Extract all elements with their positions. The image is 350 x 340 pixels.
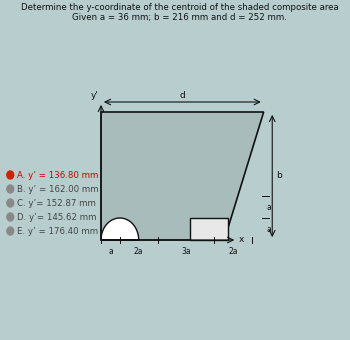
Text: a: a xyxy=(108,247,113,256)
Text: B. y’ = 162.00 mm: B. y’ = 162.00 mm xyxy=(17,185,99,193)
Text: 2a: 2a xyxy=(134,247,144,256)
Text: a: a xyxy=(266,203,271,211)
Text: a: a xyxy=(266,224,271,234)
Text: d: d xyxy=(180,91,185,100)
Text: A. y’ = 136.80 mm: A. y’ = 136.80 mm xyxy=(17,170,98,180)
Circle shape xyxy=(7,199,14,207)
Circle shape xyxy=(7,213,14,221)
Text: b: b xyxy=(276,171,281,181)
Text: D. y’= 145.62 mm: D. y’= 145.62 mm xyxy=(17,212,97,221)
Text: C. y’= 152.87 mm: C. y’= 152.87 mm xyxy=(17,199,96,207)
Polygon shape xyxy=(101,218,139,240)
Circle shape xyxy=(7,171,14,179)
Circle shape xyxy=(7,227,14,235)
Text: 2a: 2a xyxy=(228,247,238,256)
Text: Given a = 36 mm; b = 216 mm and d = 252 mm.: Given a = 36 mm; b = 216 mm and d = 252 … xyxy=(72,13,287,22)
Bar xyxy=(190,218,228,240)
Circle shape xyxy=(7,185,14,193)
Text: E. y’ = 176.40 mm: E. y’ = 176.40 mm xyxy=(17,226,98,236)
Text: x: x xyxy=(239,236,244,244)
Polygon shape xyxy=(101,112,264,240)
Text: Determine the y-coordinate of the centroid of the shaded composite area: Determine the y-coordinate of the centro… xyxy=(21,3,339,12)
Text: y': y' xyxy=(91,91,98,100)
Text: 3a: 3a xyxy=(181,247,191,256)
